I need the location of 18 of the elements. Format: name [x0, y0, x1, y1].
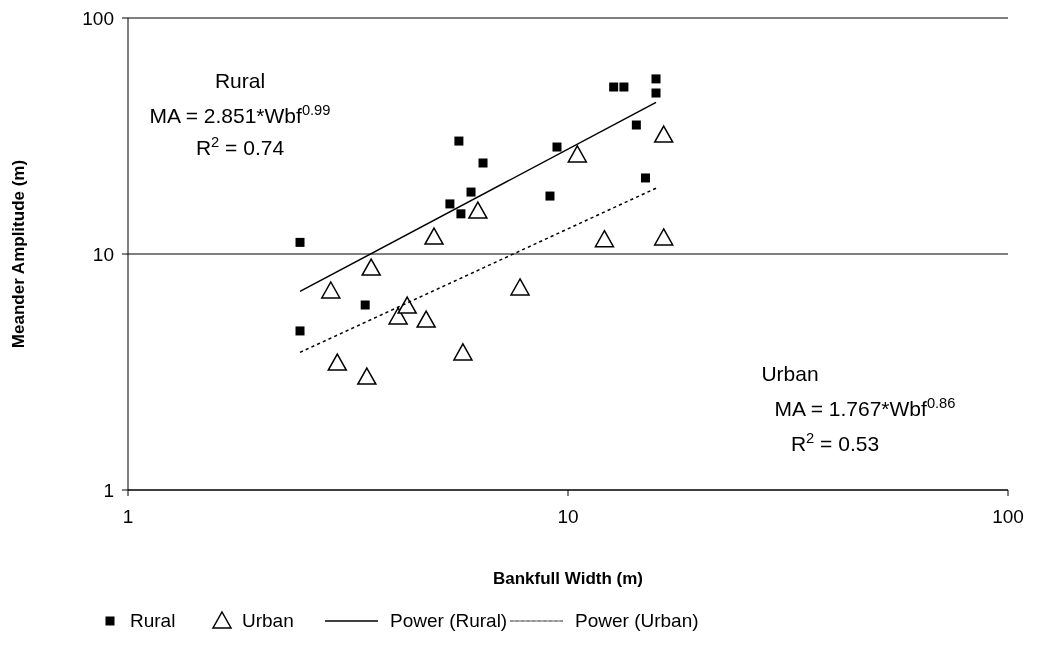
y-tick-label: 10: [92, 243, 114, 265]
x-axis-title: Bankfull Width (m): [493, 569, 643, 588]
x-tick-label: 1: [122, 506, 134, 527]
legend-label: Urban: [242, 610, 294, 631]
annotation: R$^{2}$ = 0.74: [195, 134, 285, 159]
legend-label: Power (Urban): [575, 610, 699, 631]
x-tick-label: 100: [992, 506, 1024, 527]
y-tick-label: 1: [103, 479, 114, 501]
annotation: Rural: [214, 69, 266, 92]
legend-label: Power (Rural): [390, 610, 508, 631]
y-tick-label: 100: [82, 7, 114, 29]
annotation: R$^{2}$ = 0.53: [790, 430, 880, 455]
annotation: Urban: [761, 362, 819, 385]
legend-label: Rural: [130, 610, 176, 631]
annotation: MA = 2.851*Wbf$^{0.99}$: [149, 102, 331, 127]
annotation: MA = 1.767*Wbf$^{0.86}$: [774, 395, 956, 420]
y-axis-title: Meander Amplitude (m): [9, 159, 28, 349]
x-tick-label: 10: [557, 506, 579, 527]
